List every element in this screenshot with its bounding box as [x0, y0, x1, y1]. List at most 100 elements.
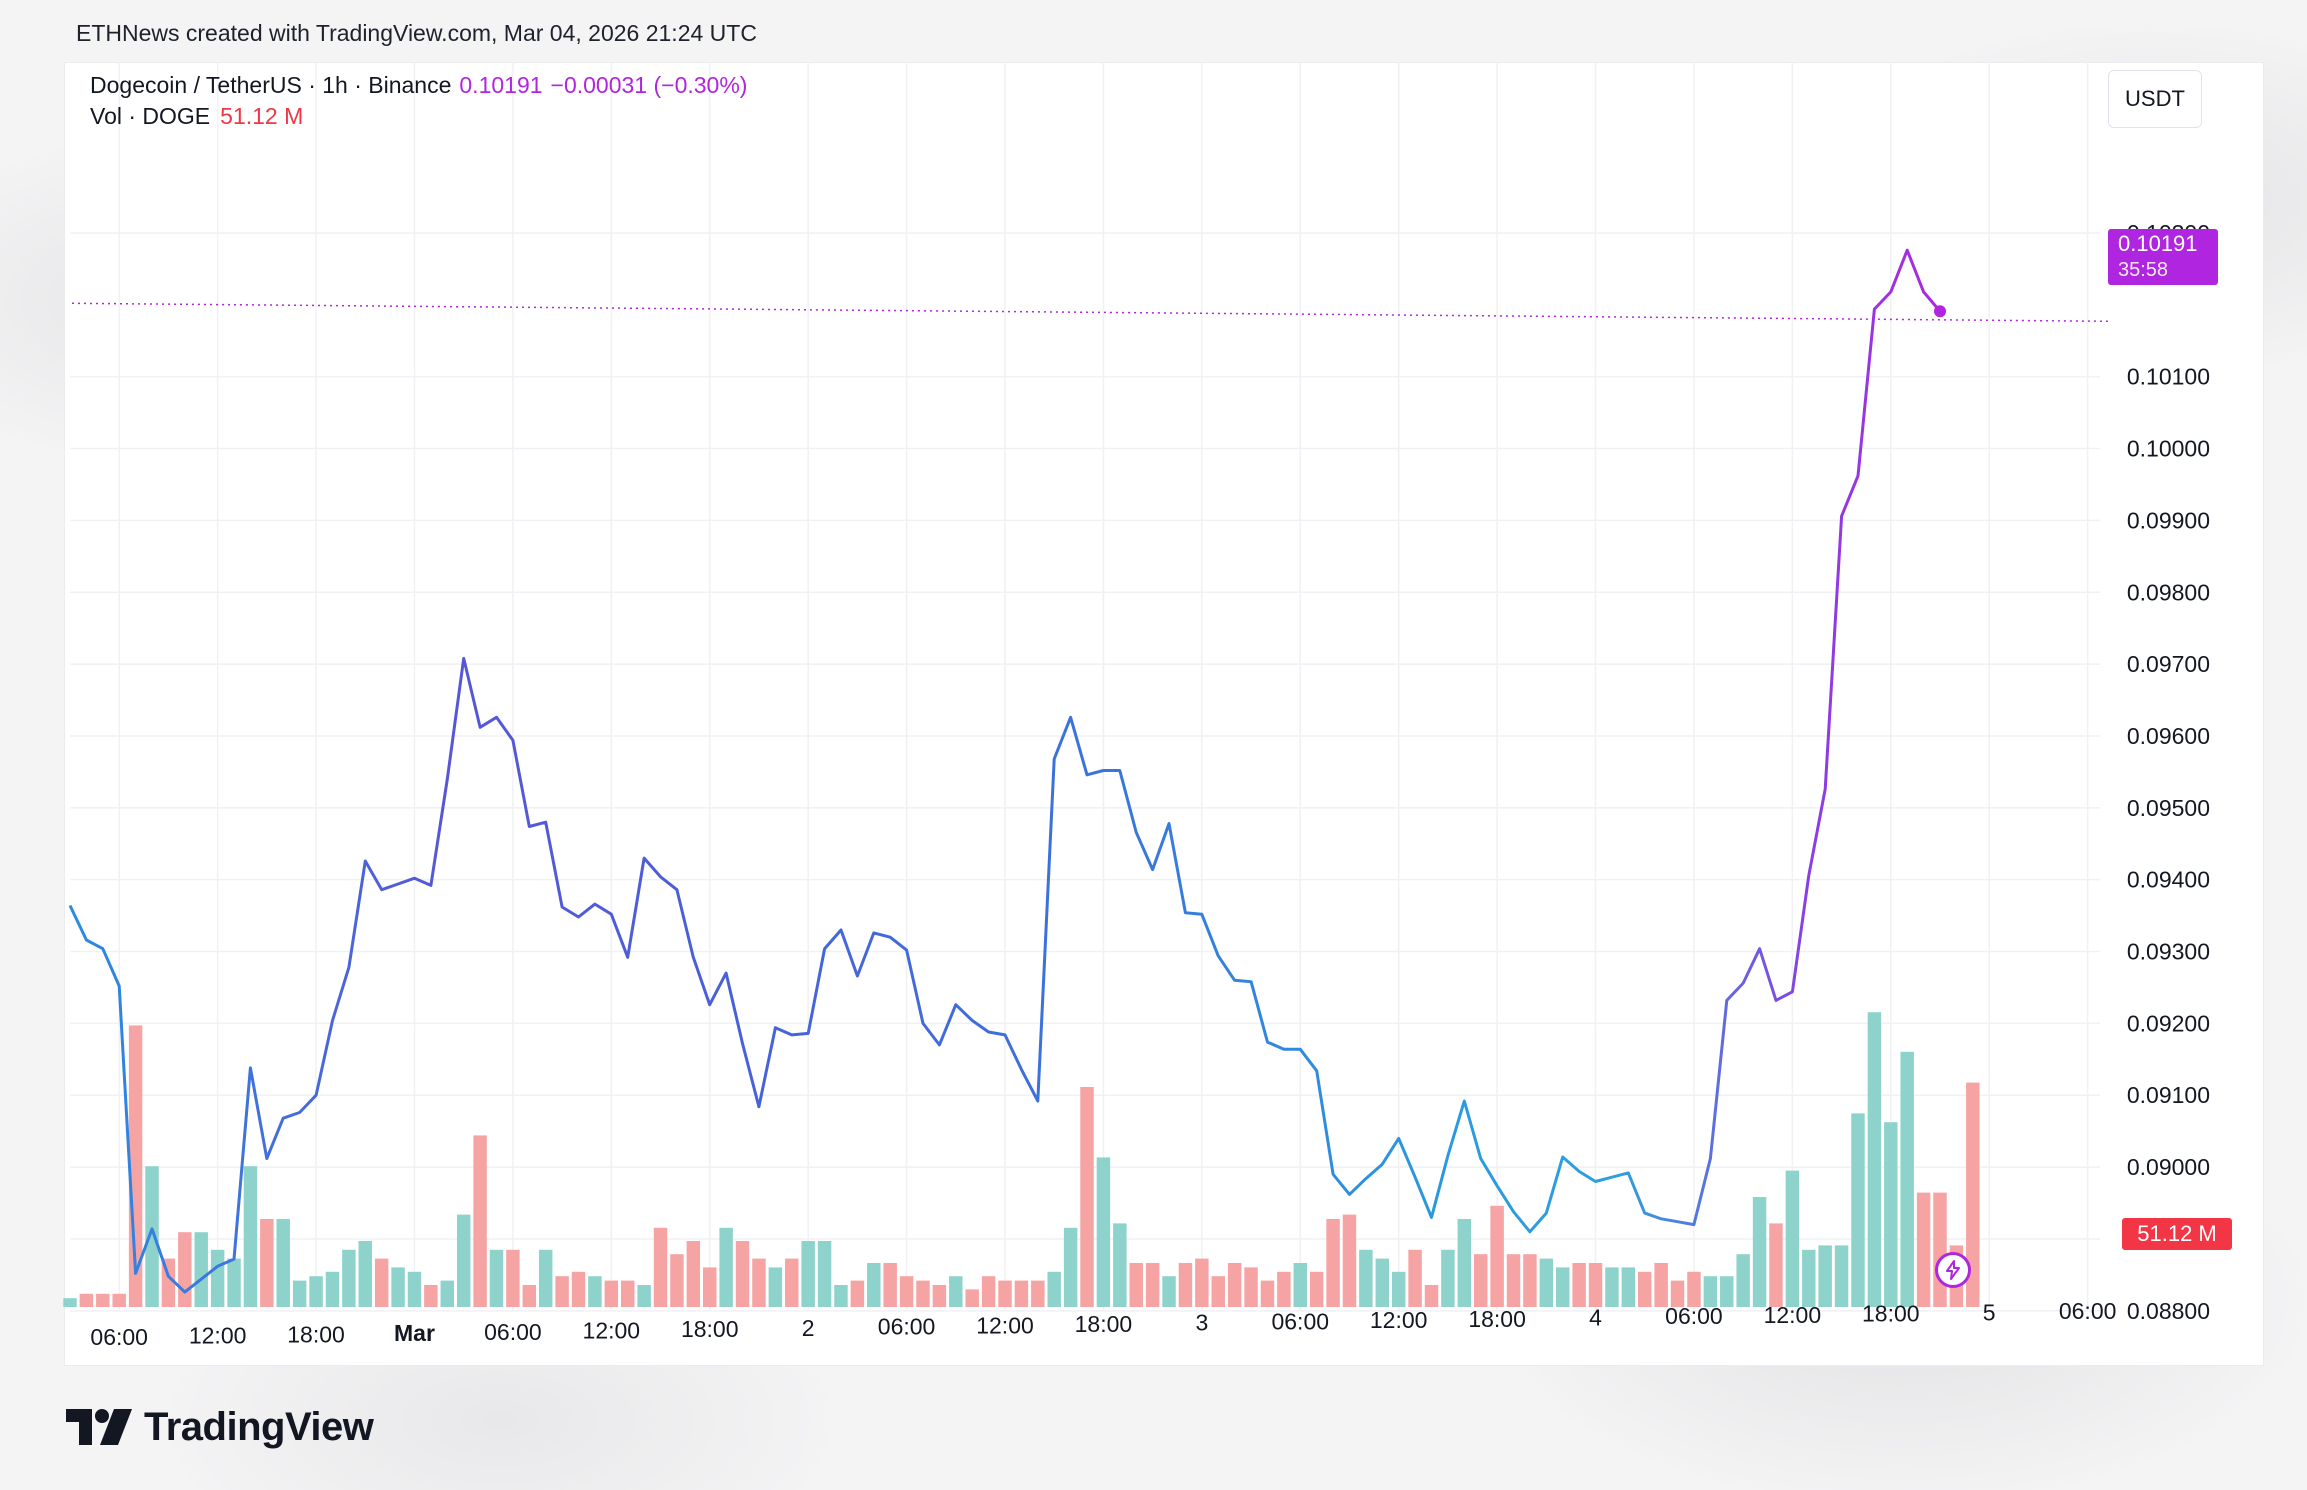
- time-tick-label: 06:00: [1665, 1303, 1723, 1329]
- volume-bar: [1375, 1258, 1390, 1307]
- price-tick-label: 0.09300: [2127, 939, 2210, 965]
- volume-bar: [670, 1254, 684, 1307]
- volume-bar: [1654, 1263, 1668, 1307]
- price-axis[interactable]: 0.103000.101000.100000.099000.098000.097…: [2127, 220, 2210, 1324]
- brand[interactable]: TradingView: [66, 1402, 374, 1452]
- price-tick-label: 0.09000: [2127, 1154, 2210, 1180]
- time-tick-label: 2: [802, 1315, 815, 1341]
- volume-bar: [1506, 1254, 1521, 1307]
- volume-bar: [686, 1241, 701, 1307]
- volume-bar: [1572, 1263, 1586, 1307]
- volume-bar: [1720, 1276, 1734, 1307]
- legend-symbol[interactable]: Dogecoin / TetherUS · 1h · Binance: [90, 72, 452, 98]
- volume-bar: [1457, 1219, 1472, 1307]
- volume-bar: [1031, 1280, 1045, 1307]
- volume-bar: [424, 1285, 438, 1307]
- volume-bar: [1244, 1267, 1258, 1307]
- legend-price: 0.10191: [459, 72, 543, 98]
- volume-bar: [1769, 1223, 1783, 1307]
- volume-bar: [850, 1280, 865, 1307]
- volume-bar: [1867, 1012, 1882, 1307]
- price-tick-label: 0.08800: [2127, 1298, 2210, 1324]
- volume-bar: [391, 1267, 405, 1307]
- time-tick-label: 06:00: [878, 1314, 936, 1340]
- volume-bar: [260, 1219, 274, 1307]
- time-tick-label: 12:00: [976, 1312, 1034, 1338]
- volume-bar: [473, 1135, 487, 1307]
- volume-bar: [489, 1249, 504, 1307]
- volume-bar: [210, 1249, 225, 1307]
- volume-bar: [63, 1298, 77, 1307]
- price-tick-label: 0.09100: [2127, 1082, 2210, 1108]
- volume-bar: [981, 1276, 996, 1307]
- volume-bar: [1441, 1249, 1455, 1307]
- last-price-tag-value: 0.10191: [2118, 231, 2198, 256]
- time-tick-label: 12:00: [1370, 1307, 1428, 1333]
- volume-bar: [620, 1280, 635, 1307]
- volume-bar: [342, 1249, 356, 1307]
- volume-bar: [243, 1166, 258, 1307]
- volume-bar: [1473, 1254, 1488, 1307]
- time-tick-label: 12:00: [1764, 1302, 1822, 1328]
- price-tick-label: 0.10000: [2127, 436, 2210, 462]
- price-tick-label: 0.10100: [2127, 364, 2210, 390]
- volume-bar: [1162, 1276, 1176, 1307]
- volume-bar: [1195, 1258, 1209, 1307]
- time-axis[interactable]: 06:00 12:00 18:00 Mar 06:00 12:00 18:00 2 06:00 1…: [90, 1298, 2116, 1350]
- volume-bar: [506, 1249, 520, 1307]
- volume-bar: [1933, 1192, 1947, 1307]
- volume-bars: [63, 1012, 1980, 1307]
- time-tick-label: 18:00: [1075, 1311, 1133, 1337]
- volume-bar: [752, 1258, 766, 1307]
- volume-bar: [358, 1241, 372, 1307]
- volume-bar: [1408, 1249, 1422, 1307]
- volume-bar: [1260, 1280, 1275, 1307]
- time-tick-label: 12:00: [189, 1323, 247, 1349]
- volume-bar: [1916, 1192, 1931, 1307]
- volume-bar: [1063, 1227, 1078, 1307]
- volume-bar: [1670, 1280, 1685, 1307]
- legend-volume-label[interactable]: Vol · DOGE: [90, 103, 211, 129]
- volume-bar: [1588, 1263, 1603, 1307]
- volume-bar: [1211, 1276, 1225, 1307]
- volume-bar: [1227, 1263, 1242, 1307]
- volume-bar: [292, 1280, 307, 1307]
- volume-bar: [1014, 1280, 1029, 1307]
- volume-bar: [194, 1232, 208, 1307]
- volume-bar: [1309, 1271, 1324, 1307]
- time-tick-label: 4: [1589, 1305, 1602, 1331]
- volume-bar: [1145, 1263, 1160, 1307]
- volume-bar: [1342, 1214, 1357, 1307]
- price-tick-label: 0.09800: [2127, 579, 2210, 605]
- time-tick-label: 18:00: [1468, 1306, 1526, 1332]
- time-tick-label: 06:00: [1271, 1308, 1329, 1334]
- volume-bar: [145, 1166, 159, 1307]
- price-axis-unit[interactable]: USDT: [2108, 70, 2202, 128]
- legend-symbol-row[interactable]: Dogecoin / TetherUS · 1h · Binance 0.1019…: [90, 70, 747, 101]
- legend-change: −0.00031 (−0.30%): [550, 72, 748, 98]
- volume-bar: [703, 1267, 717, 1307]
- volume-bar: [735, 1241, 750, 1307]
- volume-bar: [916, 1280, 930, 1307]
- legend-volume-value: 51.12 M: [220, 103, 304, 129]
- volume-bar: [1736, 1254, 1750, 1307]
- volume-bar: [440, 1280, 455, 1307]
- chart-legend: Dogecoin / TetherUS · 1h · Binance 0.1019…: [90, 70, 747, 132]
- time-tick-label: 06:00: [90, 1324, 148, 1350]
- volume-bar: [653, 1227, 668, 1307]
- time-tick-label: 18:00: [287, 1321, 345, 1347]
- legend-volume-row[interactable]: Vol · DOGE 51.12 M: [90, 101, 747, 132]
- time-tick-label: 06:00: [484, 1319, 542, 1345]
- lightning-icon[interactable]: [1935, 1252, 1971, 1288]
- time-tick-label: 12:00: [583, 1318, 641, 1344]
- volume-bar: [1178, 1263, 1193, 1307]
- volume-bar: [588, 1276, 602, 1307]
- volume-bar: [178, 1232, 192, 1307]
- volume-bar: [801, 1241, 815, 1307]
- volume-bar: [96, 1293, 110, 1307]
- volume-bar: [1605, 1267, 1619, 1307]
- volume-bar: [1555, 1267, 1570, 1307]
- volume-bar: [1539, 1258, 1554, 1307]
- volume-bar: [1129, 1263, 1143, 1307]
